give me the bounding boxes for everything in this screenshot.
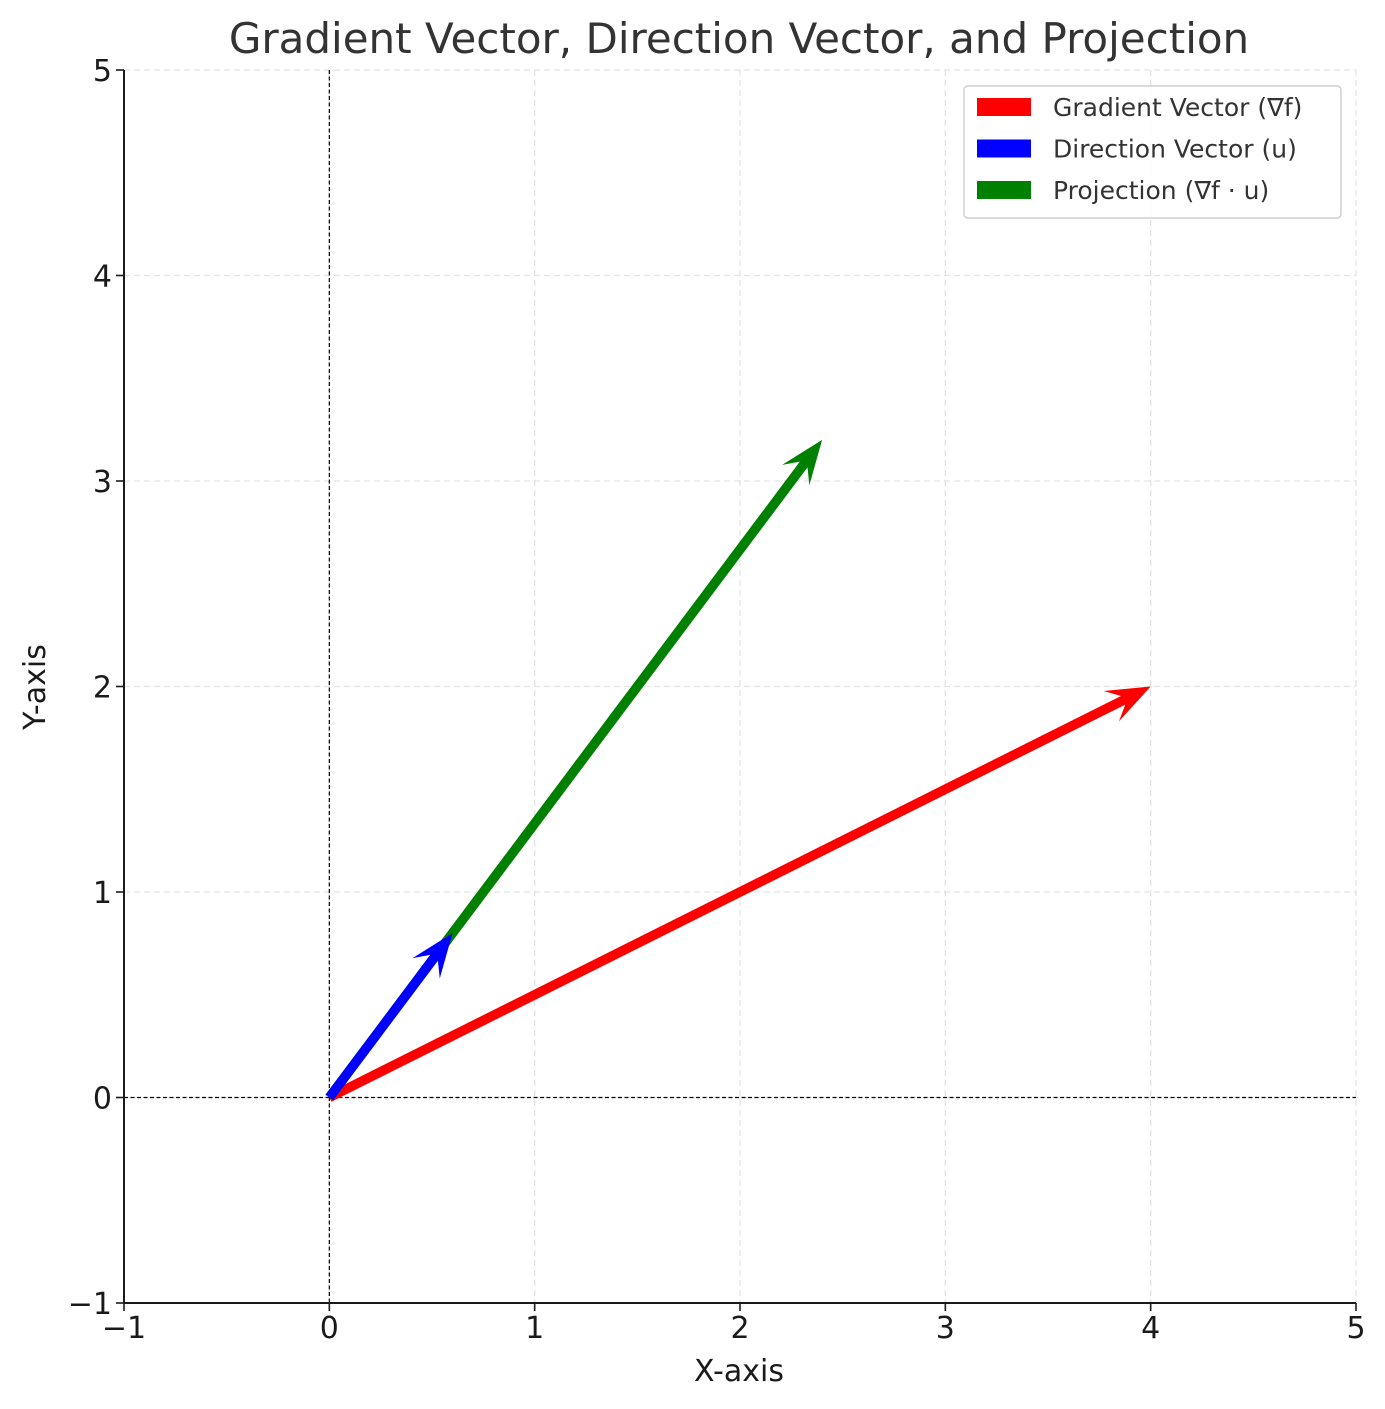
vectors bbox=[325, 439, 1151, 1102]
legend-box bbox=[963, 85, 1342, 219]
x-tick-label: −1 bbox=[102, 1311, 146, 1346]
y-tick-label: 5 bbox=[93, 54, 112, 89]
direction-vector-arrow bbox=[325, 933, 453, 1101]
y-tick-label: 4 bbox=[93, 260, 112, 295]
legend-swatch-projection bbox=[977, 181, 1031, 199]
gradient-vector-arrow bbox=[327, 686, 1151, 1102]
x-tick-label: 2 bbox=[730, 1311, 749, 1346]
y-tick-label: −1 bbox=[68, 1287, 112, 1322]
y-tick-label: 3 bbox=[93, 465, 112, 500]
legend-label-gradient: Gradient Vector (∇f) bbox=[1053, 93, 1302, 122]
x-tick-label: 3 bbox=[936, 1311, 955, 1346]
ticks: −1 0 1 2 3 4 5 −1 0 1 2 3 4 5 bbox=[68, 54, 1366, 1346]
y-tick-label: 1 bbox=[93, 876, 112, 911]
x-axis-label: X-axis bbox=[694, 1354, 784, 1389]
grid bbox=[124, 69, 1357, 1303]
x-tick-label: 0 bbox=[320, 1311, 339, 1346]
chart-title: Gradient Vector, Direction Vector, and P… bbox=[229, 14, 1249, 63]
legend: Gradient Vector (∇f) Direction Vector (u)… bbox=[963, 85, 1342, 219]
x-tick-label: 4 bbox=[1141, 1311, 1160, 1346]
y-axis-label: Y-axis bbox=[18, 644, 53, 731]
y-tick-label: 0 bbox=[93, 1082, 112, 1117]
y-tick-label: 2 bbox=[93, 671, 112, 706]
legend-label-projection: Projection (∇f · u) bbox=[1053, 176, 1269, 205]
x-tick-label: 1 bbox=[525, 1311, 544, 1346]
legend-swatch-gradient bbox=[977, 98, 1031, 116]
legend-swatch-direction bbox=[977, 139, 1031, 158]
x-tick-label: 5 bbox=[1346, 1311, 1365, 1346]
legend-label-direction: Direction Vector (u) bbox=[1053, 135, 1297, 164]
